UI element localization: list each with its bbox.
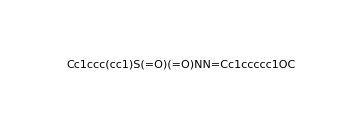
Text: Cc1ccc(cc1)S(=O)(=O)NN=Cc1ccccc1OC: Cc1ccc(cc1)S(=O)(=O)NN=Cc1ccccc1OC bbox=[67, 60, 296, 70]
